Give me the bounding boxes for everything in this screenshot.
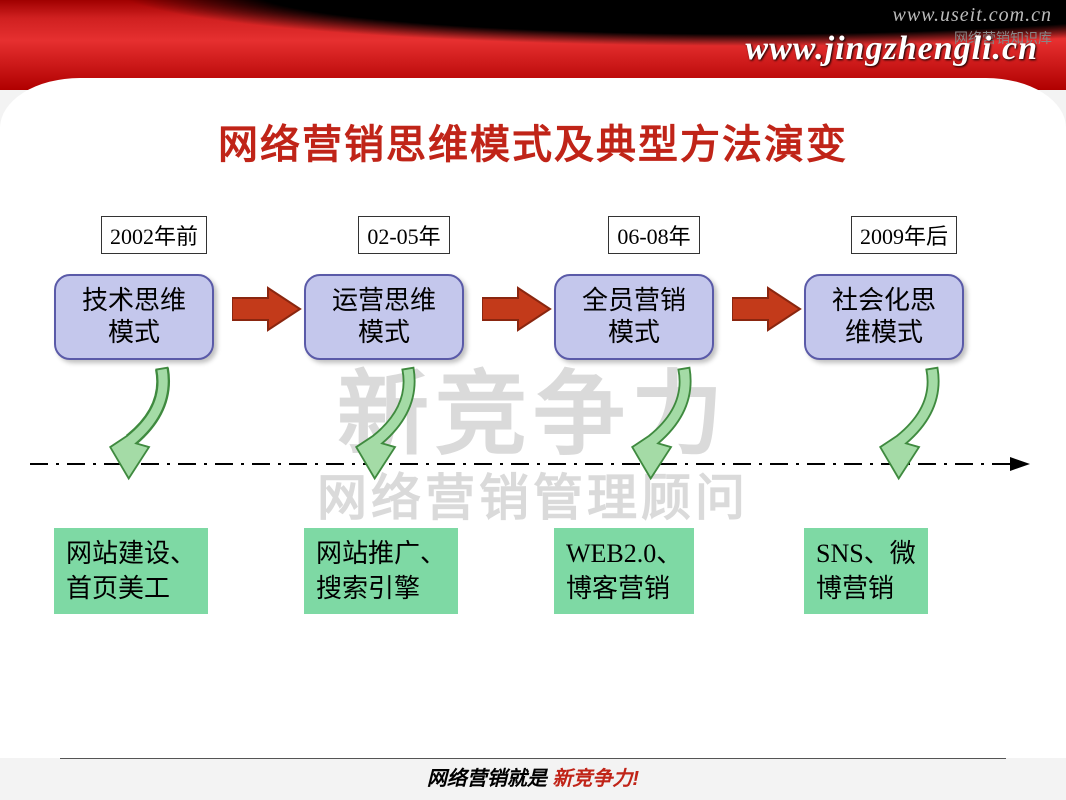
main-url: www.jingzhengli.cn bbox=[745, 30, 1038, 68]
method-box: 网站建设、首页美工 bbox=[54, 528, 208, 614]
slide-title: 网络营销思维模式及典型方法演变 bbox=[0, 112, 1066, 170]
year-label: 2009年后 bbox=[851, 216, 957, 254]
curved-down-arrow-icon bbox=[338, 364, 428, 484]
footer-brand: 新竞争力! bbox=[552, 768, 639, 790]
arrow-right-icon bbox=[232, 286, 302, 332]
arrow-right-icon bbox=[732, 286, 802, 332]
footer-text: 网络营销就是 新竞争力! bbox=[0, 762, 1066, 791]
watermark-url: www.useit.com.cn bbox=[892, 4, 1052, 27]
stages-container: 2002年前 技术思维模式 网站建设、首页美工 02-05年 运营思维模式 网站… bbox=[54, 216, 1014, 636]
curved-down-arrow-icon bbox=[862, 364, 952, 484]
mode-box: 技术思维模式 bbox=[54, 274, 214, 360]
mode-box: 运营思维模式 bbox=[304, 274, 464, 360]
mode-box: 社会化思维模式 bbox=[804, 274, 964, 360]
footer-prefix: 网络营销就是 bbox=[427, 768, 547, 790]
mode-box: 全员营销模式 bbox=[554, 274, 714, 360]
year-label: 02-05年 bbox=[358, 216, 449, 254]
year-label: 2002年前 bbox=[101, 216, 207, 254]
curved-down-arrow-icon bbox=[92, 364, 182, 484]
arrow-right-icon bbox=[482, 286, 552, 332]
method-box: WEB2.0、博客营销 bbox=[554, 528, 694, 614]
method-box: 网站推广、搜索引擎 bbox=[304, 528, 458, 614]
curved-down-arrow-icon bbox=[614, 364, 704, 484]
method-box: SNS、微博营销 bbox=[804, 528, 928, 614]
year-label: 06-08年 bbox=[608, 216, 699, 254]
footer-divider bbox=[60, 758, 1006, 759]
